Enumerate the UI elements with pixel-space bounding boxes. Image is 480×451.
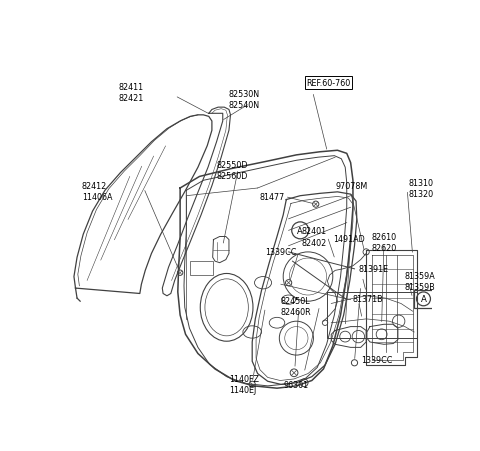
Text: 82412: 82412 (82, 182, 107, 191)
Text: 82411
82421: 82411 82421 (118, 83, 144, 102)
Text: 81359A
81359B: 81359A 81359B (405, 272, 436, 291)
Circle shape (340, 331, 350, 342)
Circle shape (417, 292, 431, 306)
Circle shape (363, 249, 369, 255)
Text: 1339CC: 1339CC (360, 355, 392, 364)
Text: REF.60-760: REF.60-760 (306, 79, 351, 88)
Text: 81477: 81477 (260, 193, 285, 202)
Text: 97078M: 97078M (335, 182, 367, 191)
Circle shape (393, 315, 405, 327)
Text: 82530N
82540N: 82530N 82540N (229, 90, 260, 110)
Text: 11406A: 11406A (82, 193, 112, 202)
Circle shape (323, 320, 328, 326)
Text: 82610
82620: 82610 82620 (372, 232, 397, 253)
Circle shape (363, 250, 369, 255)
Text: 1140FZ
1140EJ: 1140FZ 1140EJ (229, 374, 259, 395)
Text: 1339CC: 1339CC (265, 248, 297, 257)
Circle shape (376, 329, 387, 340)
Circle shape (312, 202, 319, 208)
Text: 81310
81320: 81310 81320 (409, 179, 434, 198)
Circle shape (351, 360, 358, 366)
Circle shape (178, 271, 183, 276)
Text: 82450L
82460R: 82450L 82460R (281, 296, 312, 316)
Circle shape (300, 379, 308, 387)
Text: 82550D
82560D: 82550D 82560D (216, 161, 248, 181)
Circle shape (286, 280, 292, 286)
Text: 82401
82402: 82401 82402 (302, 227, 327, 247)
FancyBboxPatch shape (414, 290, 433, 308)
Text: 81391E: 81391E (359, 265, 388, 274)
Text: 1491AD: 1491AD (333, 234, 364, 243)
Circle shape (290, 369, 298, 377)
Circle shape (249, 382, 255, 387)
Text: 81371B: 81371B (353, 294, 384, 303)
Bar (190, 262, 214, 276)
Text: 96301: 96301 (283, 380, 308, 389)
Text: A: A (420, 295, 426, 304)
Circle shape (292, 222, 309, 239)
Text: A: A (298, 226, 303, 235)
